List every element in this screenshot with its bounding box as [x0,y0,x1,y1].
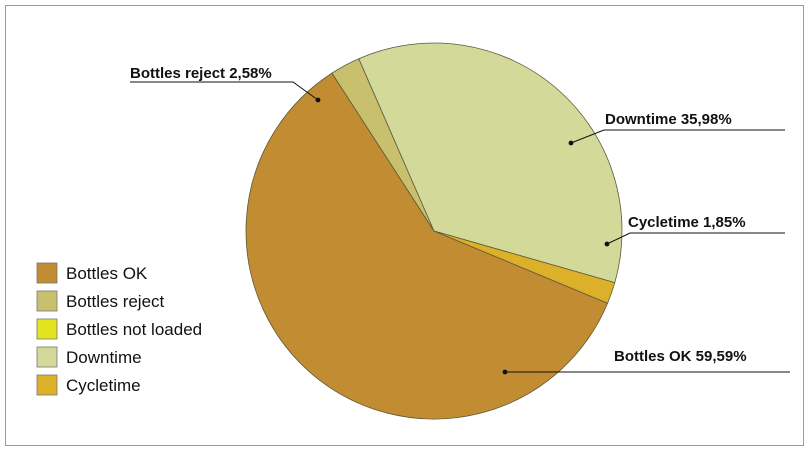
legend-swatch-cycletime [36,374,58,396]
pie-slices [245,42,623,420]
legend-label-cycletime: Cycletime [66,376,141,395]
legend-swatch-bottles-ok [36,262,58,284]
pie-slice-downtime [358,42,623,284]
data-label-cycletime: Cycletime 1,85% [628,214,746,231]
legend-swatch-bottles-not-loaded [36,318,58,340]
data-label-bottles-ok: Bottles OK 59,59% [614,348,747,365]
legend-label-bottles-not-loaded: Bottles not loaded [66,320,202,339]
legend-label-bottles-ok: Bottles OK [66,264,148,283]
pie-slice-bottles-ok [245,72,609,420]
pie-leader-lines [130,81,790,375]
pie-slice-cycletime [433,230,616,304]
pie-data-labels: Bottles OK 59,59% Bottles reject 2,58% Dow… [130,65,747,365]
chart-legend: Bottles OK Bottles reject Bottles not load… [36,262,202,396]
legend-label-downtime: Downtime [66,348,142,367]
leader-line-downtime [570,129,785,144]
data-label-downtime: Downtime 35,98% [605,111,732,128]
legend-label-bottles-reject: Bottles reject [66,292,165,311]
legend-swatch-downtime [36,346,58,368]
leader-line-cycletime [606,232,785,245]
legend-swatch-bottles-reject [36,290,58,312]
data-label-bottles-reject: Bottles reject 2,58% [130,65,272,82]
leader-line-bottles-reject [130,81,319,101]
